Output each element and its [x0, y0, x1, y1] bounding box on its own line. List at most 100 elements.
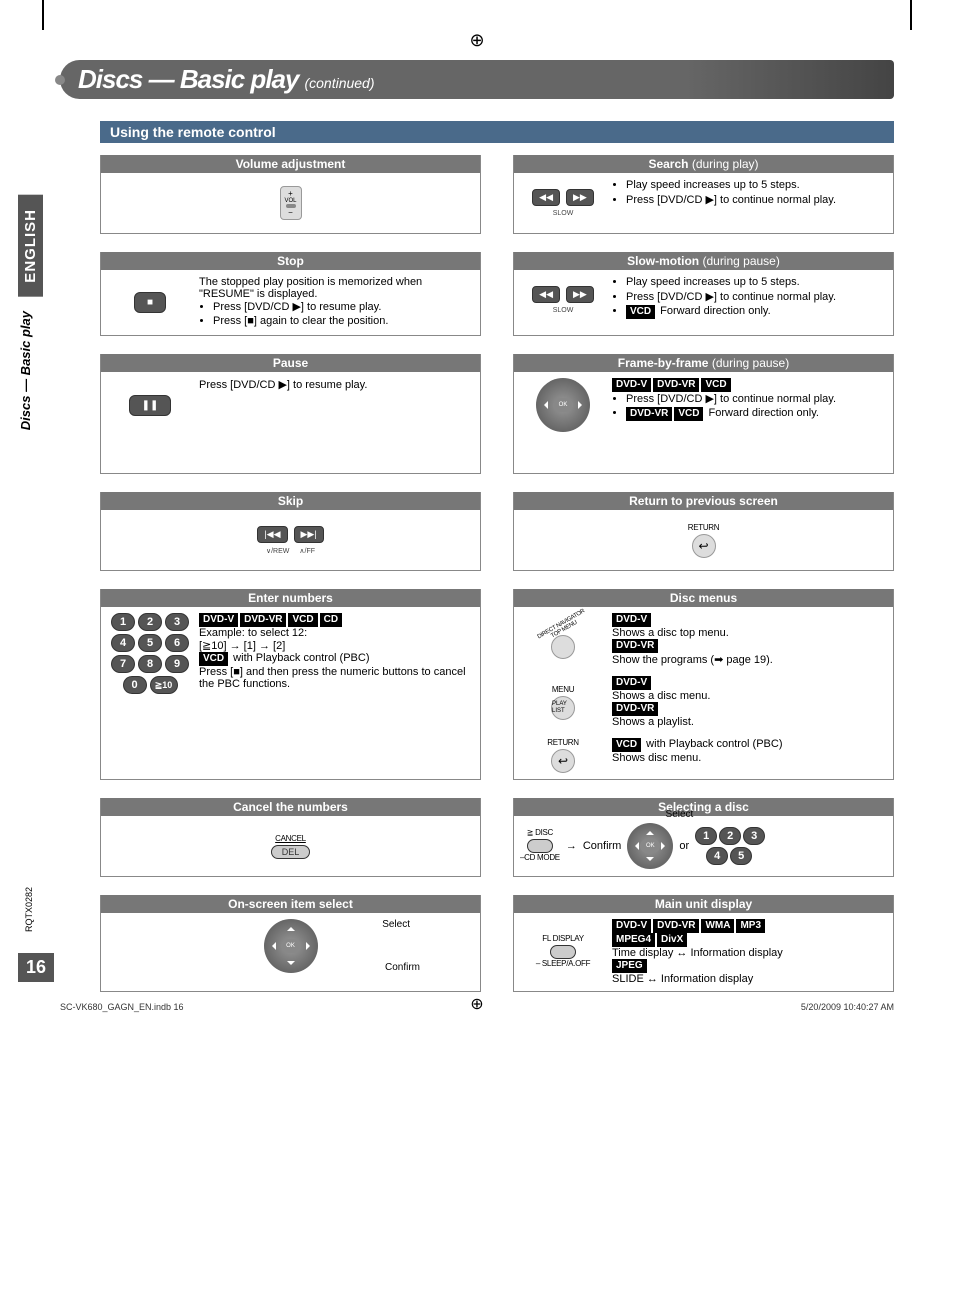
bullet: Press [■] again to clear the position.	[213, 315, 474, 327]
disc-button-icon	[527, 839, 553, 853]
box-title: Search (during play)	[514, 155, 893, 173]
numpad-icon: 123 456 789 0≧10	[107, 613, 193, 694]
box-title: Enter numbers	[101, 589, 480, 607]
or-label: or	[679, 840, 689, 852]
box-title: On-screen item select	[101, 895, 480, 913]
box-onscreen-select: On-screen item select Select Confirm	[100, 895, 481, 992]
page-number: 16	[18, 953, 54, 982]
bullet: Press [DVD/CD ▶] to continue normal play…	[626, 193, 887, 206]
box-title: Selecting a disc	[514, 798, 893, 816]
slow-buttons-icon: ◀◀▶▶ SLOW	[531, 286, 595, 314]
box-cancel-numbers: Cancel the numbers CANCEL DEL	[100, 798, 481, 877]
return-button-icon: ↩	[551, 749, 575, 773]
text: Shows a disc top menu.	[612, 627, 887, 639]
box-disc-menus: Disc menus DIRECT NAVIGATORTOP MENU DVD-…	[513, 589, 894, 780]
text: [≧10] → [1] → [2]	[199, 639, 474, 652]
text: SLIDE ↔ Information display	[612, 973, 887, 985]
return-label: RETURN	[547, 738, 579, 747]
box-title: Pause	[101, 354, 480, 372]
text: Shows a disc menu.	[612, 690, 887, 702]
fl-button-icon	[550, 945, 576, 959]
format-tags: DVD-VDVD-VRVCDCD	[199, 613, 474, 627]
bullet: Press [DVD/CD ▶] to resume play.	[213, 300, 474, 313]
text: VCD with Playback control (PBC)	[199, 652, 474, 666]
text: VCD with Playback control (PBC)	[612, 738, 887, 752]
text: Press [■] and then press the numeric but…	[199, 666, 474, 690]
crop-mark	[910, 0, 912, 30]
bullet: Press [DVD/CD ▶] to continue normal play…	[626, 290, 887, 303]
box-title: Frame-by-frame (during pause)	[514, 354, 893, 372]
format-tag: DVD-VR	[612, 702, 658, 716]
format-tag: DVD-VR	[612, 639, 658, 653]
box-title: Return to previous screen	[514, 492, 893, 510]
disc-label: –CD MODE	[520, 853, 560, 862]
side-tabs: ENGLISH Discs — Basic play	[18, 195, 48, 440]
registration-mark-icon: ⊕	[469, 30, 484, 51]
box-skip: Skip |◀◀▶▶| ∨/REW∧/FF	[100, 492, 481, 571]
section-header: Using the remote control	[100, 121, 894, 143]
crop-mark	[42, 0, 44, 30]
box-title: Cancel the numbers	[101, 798, 480, 816]
return-label: RETURN	[688, 523, 720, 532]
text: Example: to select 12:	[199, 627, 474, 639]
box-title: Disc menus	[514, 589, 893, 607]
return-button-icon: ↩	[692, 534, 716, 558]
box-title: Slow-motion (during pause)	[514, 252, 893, 270]
bullet: VCD Forward direction only.	[626, 305, 887, 319]
del-button-icon: DEL	[271, 845, 311, 859]
menu-label: MENU	[552, 685, 574, 694]
language-tab: ENGLISH	[18, 195, 43, 297]
bullet: Play speed increases up to 5 steps.	[626, 179, 887, 191]
format-tags: DVD-VDVD-VRWMAMP3 MPEG4DivX	[612, 919, 887, 947]
doc-code: RQTX0282	[24, 887, 34, 932]
bullet: Press [DVD/CD ▶] to continue normal play…	[626, 392, 887, 405]
box-frame-by-frame: Frame-by-frame (during pause) DVD-VDVD-V…	[513, 354, 894, 474]
text: Show the programs (➡ page 19).	[612, 653, 887, 666]
fl-label: FL DISPLAY	[542, 934, 583, 943]
bullet: DVD-VRVCD Forward direction only.	[626, 407, 887, 421]
section-tab: Discs — Basic play	[18, 301, 33, 440]
box-select-disc: Selecting a disc ≧ DISC –CD MODE → Confi…	[513, 798, 894, 877]
lead-text: Press [DVD/CD ▶] to resume play.	[199, 378, 474, 391]
page-title: Discs — Basic play	[78, 64, 298, 95]
box-title: Volume adjustment	[101, 155, 480, 173]
volume-button-icon: +VOL−	[280, 186, 302, 220]
numpad-small-icon: 123 45	[695, 827, 765, 865]
select-label: Select	[382, 919, 410, 930]
format-tag: DVD-V	[612, 676, 651, 690]
box-enter-numbers: Enter numbers 123 456 789 0≧10 DVD-VDVD-…	[100, 589, 481, 780]
box-main-unit-display: Main unit display FL DISPLAY – SLEEP/A.O…	[513, 895, 894, 992]
dpad-icon	[264, 919, 318, 973]
footer-right: 5/20/2009 10:40:27 AM	[801, 1002, 894, 1012]
fl-label: – SLEEP/A.OFF	[536, 959, 590, 968]
footer-left: SC-VK680_GAGN_EN.indb 16	[60, 1002, 184, 1012]
page-title-bar: Discs — Basic play (continued)	[60, 60, 894, 99]
registration-mark-icon: ⊕	[470, 994, 483, 1014]
text: Shows disc menu.	[612, 752, 887, 764]
page-title-sub: (continued)	[304, 75, 374, 91]
box-search: Search (during play) ◀◀▶▶ SLOW Play spee…	[513, 155, 894, 234]
confirm-label: Confirm	[583, 840, 622, 852]
box-title: Stop	[101, 252, 480, 270]
dpad-icon	[536, 378, 590, 432]
box-slowmotion: Slow-motion (during pause) ◀◀▶▶ SLOW Pla…	[513, 252, 894, 336]
search-buttons-icon: ◀◀▶▶ SLOW	[531, 189, 595, 217]
format-tag: DVD-V	[612, 613, 651, 627]
box-stop: Stop ■ The stopped play position is memo…	[100, 252, 481, 336]
stop-button-icon: ■	[134, 292, 166, 313]
menu-button-icon: PLAY LIST	[551, 696, 575, 720]
box-title: Main unit display	[514, 895, 893, 913]
format-tag: JPEG	[612, 959, 647, 973]
box-title: Skip	[101, 492, 480, 510]
format-tags: DVD-VDVD-VRVCD	[612, 378, 887, 392]
arrow-icon: →	[566, 840, 577, 852]
text: Shows a playlist.	[612, 716, 887, 728]
select-label: Select	[666, 809, 694, 820]
bullet: Play speed increases up to 5 steps.	[626, 276, 887, 288]
dpad-icon	[627, 823, 673, 869]
disc-label: ≧ DISC	[527, 828, 553, 837]
skip-buttons-icon: |◀◀▶▶| ∨/REW∧/FF	[256, 526, 324, 555]
text: Time display ↔ Information display	[612, 947, 887, 959]
lead-text: The stopped play position is memorized w…	[199, 276, 474, 300]
confirm-label: Confirm	[385, 962, 420, 973]
